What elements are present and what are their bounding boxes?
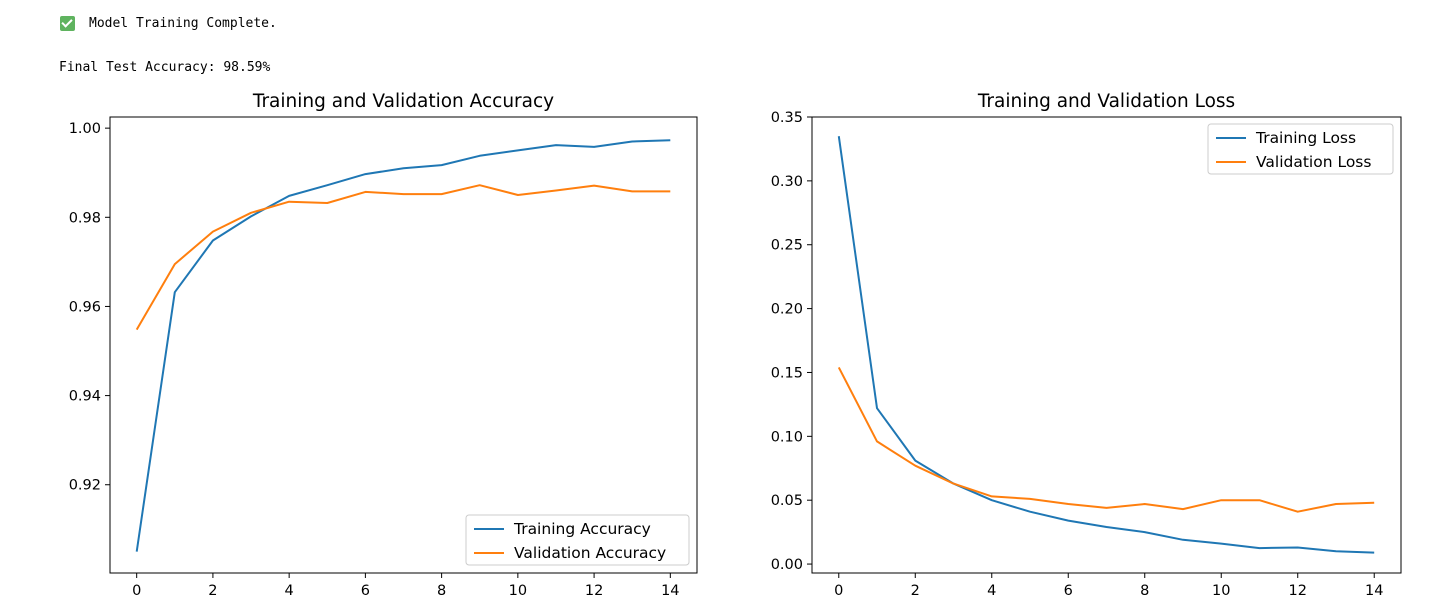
series-line [135,184,671,331]
plot-frame [109,116,698,574]
y-tick-label: 0.10 [771,429,803,445]
x-tick-label: 2 [208,583,217,599]
y-tick-label: 0.00 [771,557,803,573]
y-tick-label: 0.05 [771,493,803,509]
chart-title: Training and Validation Accuracy [252,91,554,112]
x-tick-label: 4 [285,583,294,599]
legend: Training Accuracy Validation Accuracy [465,514,690,566]
series-line [837,136,1375,554]
x-tick-label: 12 [585,583,603,599]
chart-2: Training and Validation Loss 0 2 4 6 8 10 12 14 0… [771,91,1402,599]
x-tick-label: 2 [911,583,920,599]
y-tick-label: 0.25 [771,238,803,254]
x-tick-label: 10 [509,583,527,599]
y-tick-label: 0.20 [771,302,803,318]
x-tick-label: 4 [987,583,996,599]
chart-title: Training and Validation Loss [977,91,1235,112]
y-tick-label: 0.98 [69,210,101,226]
plot-frame [811,116,1402,574]
y-tick-label: 1.00 [69,121,101,137]
legend-label: Validation Loss [1256,153,1371,171]
legend-label: Validation Accuracy [514,544,666,562]
status-text: Model Training Complete. [89,16,277,31]
y-tick-label: 0.35 [771,110,803,126]
x-tick-label: 0 [132,583,141,599]
y-tick-label: 0.92 [69,478,101,494]
y-tick-label: 0.30 [771,174,803,190]
x-tick-label: 14 [661,583,679,599]
x-tick-label: 14 [1365,583,1383,599]
x-tick-label: 8 [1140,583,1149,599]
x-tick-label: 6 [361,583,370,599]
final-accuracy-text: Final Test Accuracy: 98.59% [59,60,271,75]
x-tick-label: 6 [1064,583,1073,599]
x-tick-label: 8 [437,583,446,599]
x-tick-label: 12 [1289,583,1307,599]
x-tick-label: 10 [1212,583,1230,599]
legend-box [465,514,690,566]
legend-box [1207,123,1394,175]
y-tick-label: 0.96 [69,299,101,315]
legend: Training Loss Validation Loss [1207,123,1394,175]
y-tick-label: 0.15 [771,365,803,381]
series-line [135,139,671,552]
status-line: Model Training Complete. [60,16,277,31]
legend-label: Training Loss [1255,129,1356,147]
legend-label: Training Accuracy [513,520,651,538]
check-icon [60,16,75,31]
chart-1: Training and Validation Accuracy 0 2 4 6 8 10 1… [69,91,698,599]
y-tick-label: 0.94 [69,389,101,405]
series-line [837,366,1375,513]
x-tick-label: 0 [834,583,843,599]
